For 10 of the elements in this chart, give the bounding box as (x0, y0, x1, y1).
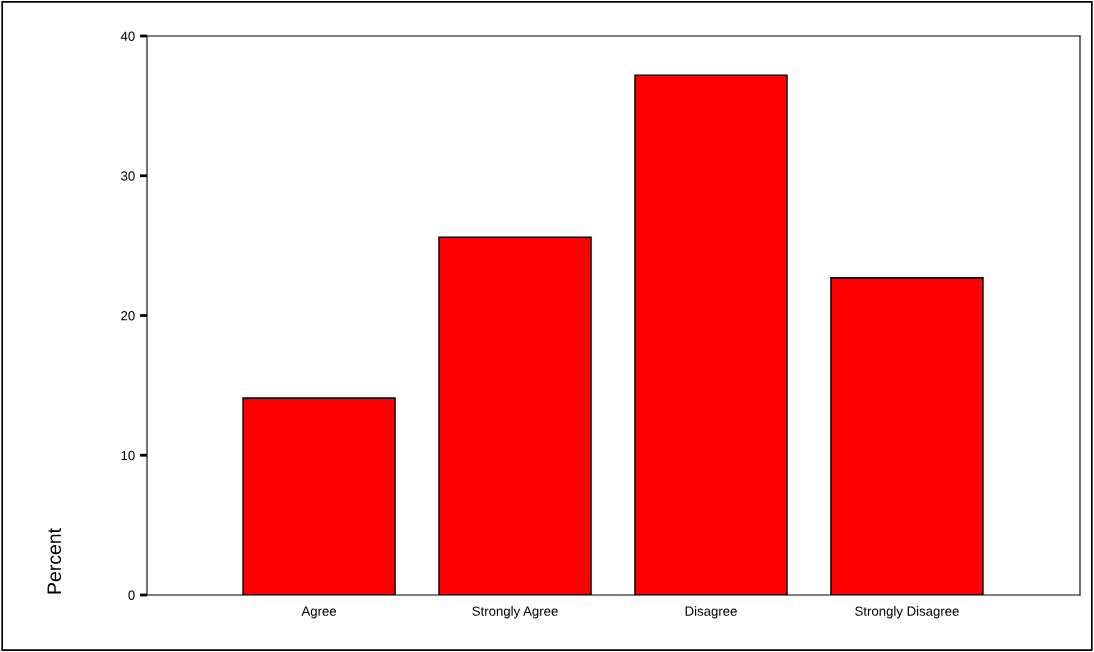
y-tick-label: 0 (128, 590, 135, 600)
y-tick-label: 30 (121, 171, 135, 181)
x-tick-label: Strongly Agree (472, 606, 558, 619)
y-tick-label: 20 (121, 311, 135, 321)
x-tick-label: Strongly Disagree (855, 606, 959, 619)
x-tick-label: Disagree (685, 606, 737, 619)
y-tick-label: 40 (120, 31, 135, 41)
y-tick-label: 10 (121, 450, 135, 461)
x-tick-label: Agree (301, 606, 337, 619)
y-axis-title: Percent (47, 528, 62, 594)
